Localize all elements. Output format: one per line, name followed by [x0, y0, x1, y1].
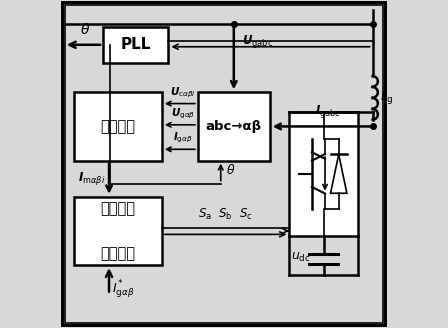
Text: $\theta$: $\theta$ [226, 163, 235, 177]
Bar [289, 112, 358, 236]
Text: $u_{\rm dc}$: $u_{\rm dc}$ [291, 251, 311, 264]
Bar [198, 92, 270, 161]
Text: $\boldsymbol{I}_{{\rm g}\alpha\beta}$: $\boldsymbol{I}_{{\rm g}\alpha\beta}$ [173, 131, 193, 145]
Text: $L_{\rm g}$: $L_{\rm g}$ [380, 89, 394, 106]
Text: $\boldsymbol{\mathit{I}}^*_{{\rm g}\alpha\beta}$: $\boldsymbol{\mathit{I}}^*_{{\rm g}\alph… [112, 279, 135, 301]
Text: abc→αβ: abc→αβ [206, 120, 262, 133]
Bar [74, 92, 162, 161]
Text: $\boldsymbol{I}_{{\rm m}\alpha\beta i}$: $\boldsymbol{I}_{{\rm m}\alpha\beta i}$ [78, 170, 106, 187]
Text: 优化过程: 优化过程 [100, 246, 135, 261]
Text: $\boldsymbol{I}_{\rm gabc}$: $\boldsymbol{I}_{\rm gabc}$ [314, 103, 341, 120]
Text: $\boldsymbol{U}_{{\rm g}\alpha\beta}$: $\boldsymbol{U}_{{\rm g}\alpha\beta}$ [171, 107, 195, 121]
Text: $\boldsymbol{U}_{{\rm c}\alpha\beta i}$: $\boldsymbol{U}_{{\rm c}\alpha\beta i}$ [170, 85, 196, 100]
Bar [103, 27, 168, 63]
Text: $\boldsymbol{U}_{\rm gabc}$: $\boldsymbol{U}_{\rm gabc}$ [242, 33, 273, 50]
Text: 价值函数: 价值函数 [100, 201, 135, 216]
Text: 预测模型: 预测模型 [100, 119, 135, 134]
Text: $\theta$: $\theta$ [80, 22, 90, 37]
Bar [74, 197, 162, 265]
Text: PLL: PLL [121, 37, 151, 52]
Text: $S_{\rm a}\ \ S_{\rm b}\ \ S_{\rm c}$: $S_{\rm a}\ \ S_{\rm b}\ \ S_{\rm c}$ [198, 207, 253, 222]
